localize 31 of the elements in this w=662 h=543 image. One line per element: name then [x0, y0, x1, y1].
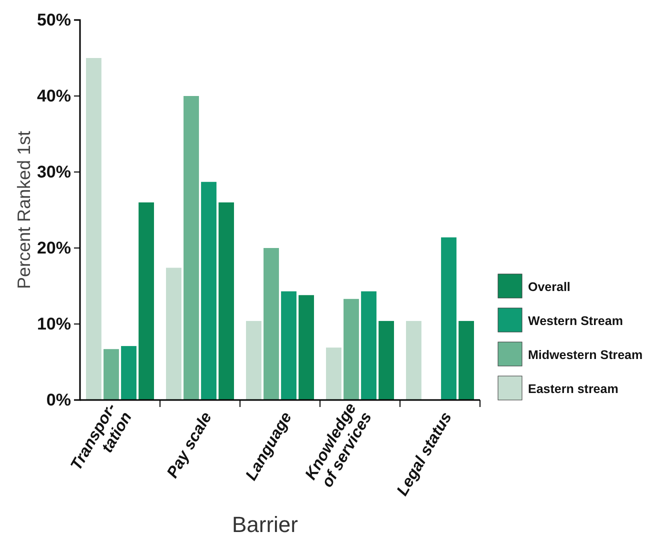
legend-label: Western Stream [528, 314, 623, 328]
bar [326, 348, 342, 400]
bar [458, 320, 474, 400]
y-tick-label: 20% [36, 238, 71, 258]
bar [264, 248, 279, 400]
legend-label: Eastern stream [528, 382, 618, 396]
bar [406, 320, 422, 400]
bar [218, 202, 234, 400]
y-tick-label: 40% [36, 86, 71, 106]
y-tick-label: 10% [36, 314, 71, 334]
bar [378, 320, 394, 400]
y-axis-title: Percent Ranked 1st [14, 130, 34, 290]
bar [121, 346, 136, 400]
bar [138, 202, 154, 400]
bar [201, 182, 216, 400]
legend-label: Midwestern Stream [528, 348, 643, 362]
bar [184, 96, 199, 400]
x-axis-title: Barrier [232, 512, 298, 537]
bar [104, 349, 119, 400]
bar [344, 298, 359, 400]
bar [246, 320, 262, 400]
y-tick-label: 0% [46, 390, 71, 410]
bar [441, 237, 456, 400]
bar [298, 295, 314, 400]
y-tick-label: 30% [36, 162, 71, 182]
bar [166, 268, 182, 400]
bar [281, 291, 296, 400]
legend-label: Overall [528, 280, 570, 294]
bar [86, 58, 102, 400]
bar [361, 291, 376, 400]
y-tick-label: 50% [36, 10, 71, 30]
